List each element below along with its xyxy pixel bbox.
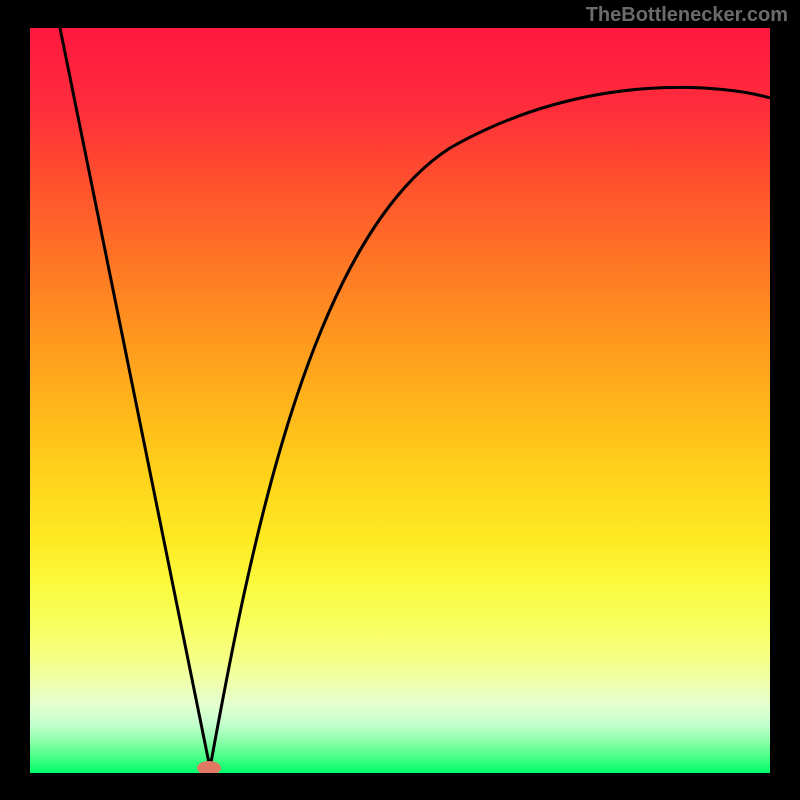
- bottleneck-curve: [30, 28, 770, 773]
- optimal-point-marker: [197, 761, 221, 773]
- watermark-text: TheBottlenecker.com: [586, 4, 788, 27]
- chart-container: TheBottlenecker.com: [0, 0, 800, 800]
- chart-plot-area: [30, 28, 770, 773]
